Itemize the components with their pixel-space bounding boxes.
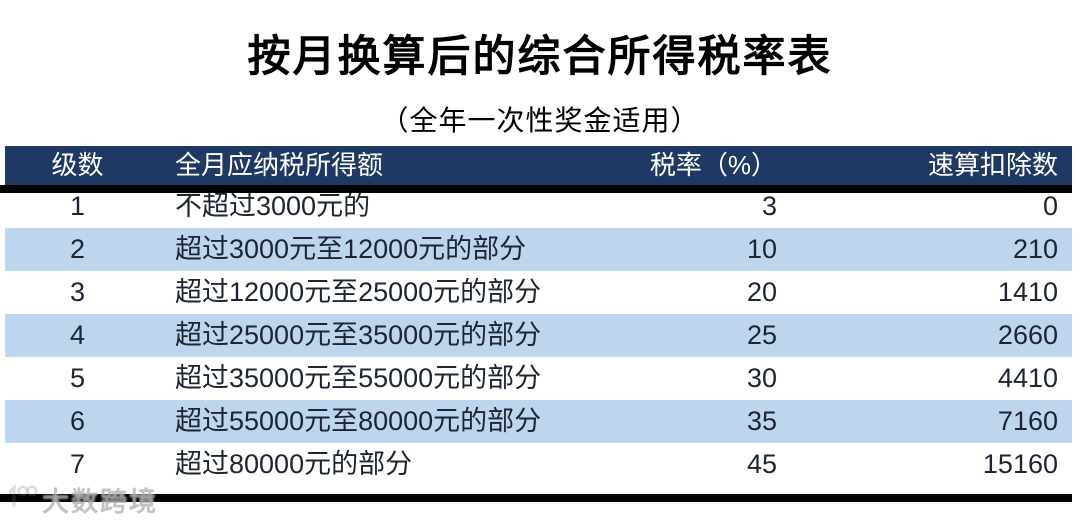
income-cell: 超过35000元至55000元的部分 bbox=[175, 363, 542, 393]
income-cell: 超过3000元至12000元的部分 bbox=[175, 234, 527, 264]
rate-cell: 30 bbox=[746, 363, 777, 393]
table-row: 2 超过3000元至12000元的部分 10 210 bbox=[5, 228, 1072, 271]
page-subtitle: （全年一次性奖金适用） bbox=[380, 105, 700, 136]
table-row: 7 超过80000元的部分 45 15160 bbox=[5, 443, 1072, 486]
column-header-deduction: 速算扣除数 bbox=[927, 150, 1058, 180]
column-header-rate: 税率（%） bbox=[649, 150, 777, 180]
page-title: 按月换算后的综合所得税率表 bbox=[247, 33, 833, 81]
level-cell: 7 bbox=[69, 449, 86, 479]
rate-cell: 20 bbox=[746, 277, 777, 307]
level-cell: 4 bbox=[69, 320, 86, 350]
deduction-cell: 0 bbox=[1042, 191, 1058, 221]
deduction-cell: 210 bbox=[1012, 234, 1058, 264]
table-row: 6 超过55000元至80000元的部分 35 7160 bbox=[5, 400, 1072, 443]
rate-cell: 45 bbox=[746, 449, 777, 479]
income-cell: 超过80000元的部分 bbox=[175, 449, 413, 479]
table-bottom-rule bbox=[0, 494, 1072, 502]
header-divider-rule bbox=[0, 185, 1072, 193]
level-cell: 2 bbox=[69, 234, 86, 264]
deduction-cell: 1410 bbox=[997, 277, 1058, 307]
deduction-cell: 15160 bbox=[982, 449, 1058, 479]
rate-cell: 35 bbox=[746, 406, 777, 436]
income-cell: 超过12000元至25000元的部分 bbox=[175, 277, 542, 307]
rate-cell: 10 bbox=[746, 234, 777, 264]
table-row: 5 超过35000元至55000元的部分 30 4410 bbox=[5, 357, 1072, 400]
income-cell: 不超过3000元的 bbox=[175, 191, 371, 221]
deduction-cell: 2660 bbox=[997, 320, 1058, 350]
column-header-level: 级数 bbox=[51, 150, 104, 180]
level-cell: 1 bbox=[69, 191, 86, 221]
deduction-cell: 4410 bbox=[997, 363, 1058, 393]
level-cell: 5 bbox=[69, 363, 86, 393]
rate-cell: 25 bbox=[746, 320, 777, 350]
income-cell: 超过25000元至35000元的部分 bbox=[175, 320, 542, 350]
column-header-income: 全月应纳税所得额 bbox=[175, 150, 384, 180]
rate-cell: 3 bbox=[761, 191, 777, 221]
deduction-cell: 7160 bbox=[997, 406, 1058, 436]
income-cell: 超过55000元至80000元的部分 bbox=[175, 406, 542, 436]
table-row: 4 超过25000元至35000元的部分 25 2660 bbox=[5, 314, 1072, 357]
table-row: 3 超过12000元至25000元的部分 20 1410 bbox=[5, 271, 1072, 314]
level-cell: 3 bbox=[69, 277, 86, 307]
level-cell: 6 bbox=[69, 406, 86, 436]
table-header-row: 级数 全月应纳税所得额 税率（%） 速算扣除数 bbox=[5, 146, 1072, 185]
tax-rate-table: 级数 全月应纳税所得额 税率（%） 速算扣除数 1 不超过3000元的 3 0 2 超过3… bbox=[5, 146, 1072, 486]
